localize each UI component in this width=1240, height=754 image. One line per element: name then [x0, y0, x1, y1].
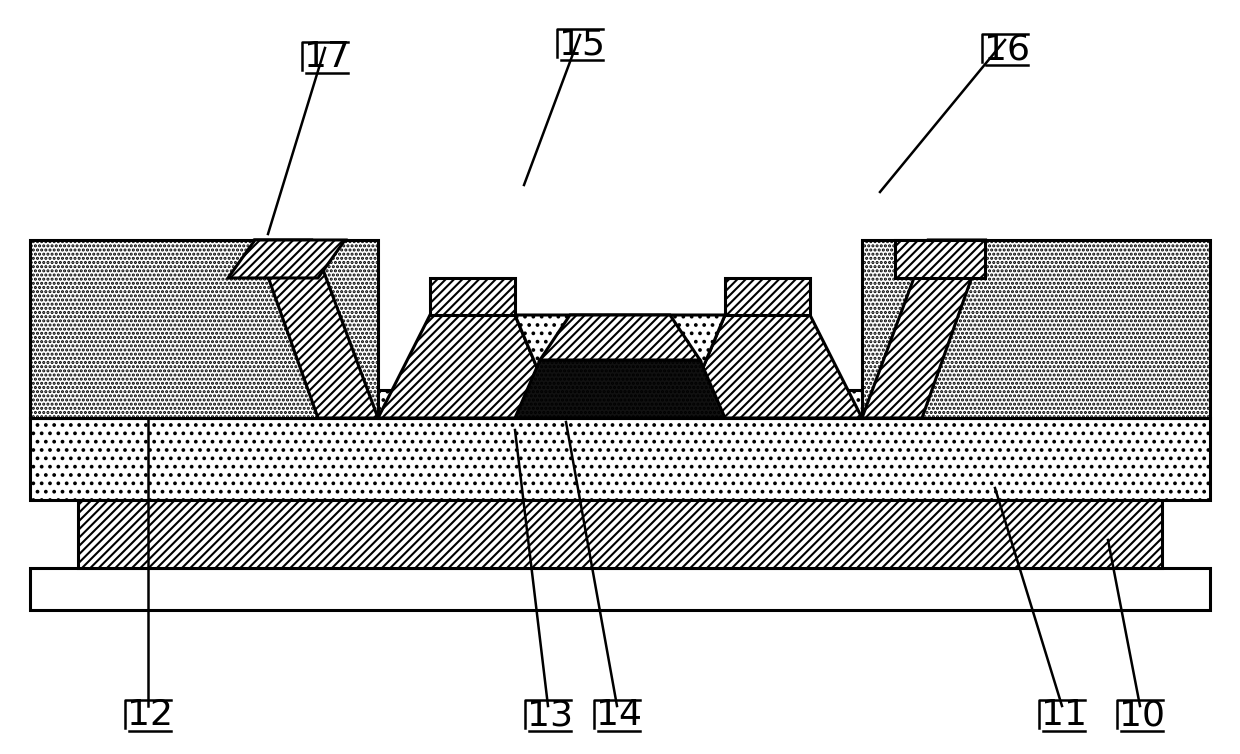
Polygon shape [30, 240, 378, 418]
Polygon shape [895, 240, 985, 278]
Polygon shape [725, 278, 810, 315]
Text: 14: 14 [596, 698, 642, 732]
Polygon shape [515, 360, 725, 418]
Polygon shape [539, 315, 701, 360]
Polygon shape [78, 500, 1162, 568]
Polygon shape [30, 568, 1210, 610]
Text: 10: 10 [1118, 698, 1166, 732]
Text: 12: 12 [126, 698, 174, 732]
Text: 13: 13 [527, 698, 573, 732]
Text: 15: 15 [559, 27, 605, 61]
Polygon shape [378, 315, 558, 418]
Polygon shape [862, 240, 985, 418]
Polygon shape [515, 315, 725, 418]
Polygon shape [862, 240, 1210, 418]
Text: 11: 11 [1042, 698, 1087, 732]
Text: 17: 17 [304, 40, 350, 74]
Polygon shape [228, 240, 345, 278]
Polygon shape [682, 315, 862, 418]
Text: 16: 16 [985, 32, 1030, 66]
Polygon shape [378, 390, 862, 418]
Polygon shape [30, 418, 1210, 500]
Polygon shape [255, 240, 378, 418]
Polygon shape [430, 278, 515, 315]
